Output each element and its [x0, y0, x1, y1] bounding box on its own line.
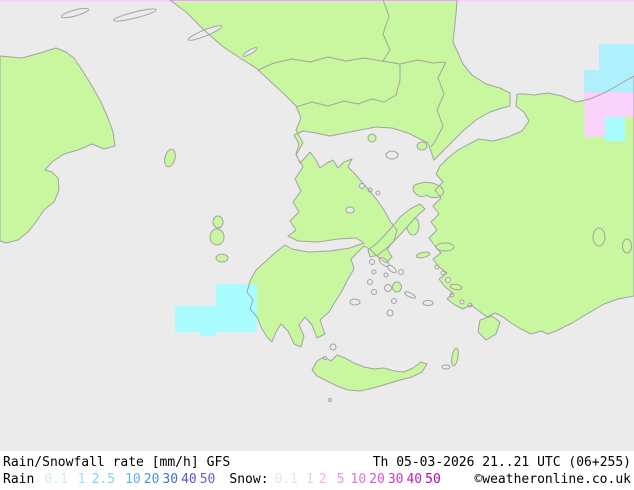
snow-legend-value: 50: [425, 472, 441, 487]
snow-legend-value: 2: [318, 472, 327, 487]
island: [441, 364, 451, 370]
island: [384, 284, 392, 292]
snow-area-northeast: [584, 92, 634, 137]
valid-time: Th 05-03-2026 21..21 UTC (06+255): [372, 455, 631, 470]
island: [113, 8, 157, 22]
island: [323, 356, 327, 360]
island: [164, 148, 176, 168]
snow-area-top-edge: [0, 0, 634, 2]
rain-area-northeast-inner: [605, 117, 625, 141]
island: [445, 277, 451, 283]
rain-legend-value: 40: [181, 472, 197, 487]
country-border: [430, 61, 447, 148]
rain-legend-value: 10: [125, 472, 141, 487]
country-border: [382, 0, 391, 62]
rain-legend-value: 2.5: [91, 472, 116, 487]
island: [371, 269, 377, 275]
footer-legend-row: Rain 0.1 1 2.5 10 20 30 40 50 Snow: 0.1 …: [0, 471, 634, 488]
snow-legend-value: 40: [406, 472, 423, 487]
product-title: Rain/Snowfall rate [mm/h]: [3, 455, 199, 470]
island: [385, 150, 399, 160]
country-border: [295, 64, 401, 108]
snow-legend-value: 30: [387, 472, 404, 487]
island: [387, 264, 397, 274]
coastlines-and-borders: [0, 0, 634, 348]
island: [391, 298, 397, 304]
lake: [592, 227, 606, 247]
island: [449, 292, 455, 298]
country-border: [257, 56, 447, 71]
map-footer: Rain/Snowfall rate [mm/h] GFS Th 05-03-2…: [0, 451, 634, 490]
island: [371, 289, 377, 295]
island: [383, 272, 389, 278]
island: [440, 270, 446, 276]
weather-map: [0, 0, 634, 451]
island: [398, 269, 404, 275]
island: [392, 281, 402, 293]
snow-legend-value: 1: [306, 472, 314, 487]
snow-legend-value: 0.1: [274, 472, 299, 487]
snow-legend-value: 20: [369, 472, 385, 487]
island: [422, 300, 434, 306]
island: [367, 133, 377, 143]
copyright: ©weatheronline.co.uk: [474, 472, 631, 487]
island: [328, 398, 332, 402]
island: [209, 228, 225, 246]
island: [403, 291, 417, 299]
island: [386, 309, 394, 317]
rain-legend-value: 0.1: [44, 472, 68, 487]
rain-area-peloponnese: [175, 284, 257, 336]
rain-legend-label: Rain: [3, 472, 35, 487]
rain-legend-value: 20: [143, 472, 160, 487]
island: [345, 206, 355, 214]
island: [212, 215, 224, 229]
island: [369, 259, 375, 265]
rain-area-northeast: [584, 44, 634, 92]
island: [60, 7, 90, 19]
island: [367, 279, 373, 285]
island: [415, 251, 431, 259]
footer-title-row: Rain/Snowfall rate [mm/h] GFS Th 05-03-2…: [0, 454, 634, 471]
island-rhodes: [477, 315, 501, 341]
island: [416, 141, 428, 151]
lake: [622, 238, 632, 254]
island: [449, 283, 463, 291]
snow-legend-value: 5: [336, 472, 345, 487]
snow-legend-label: Snow:: [229, 472, 269, 487]
snow-legend-value: 10: [350, 472, 367, 487]
outline-islands: [60, 7, 473, 402]
island: [451, 347, 459, 367]
island: [359, 183, 365, 189]
island: [242, 47, 258, 57]
model-name: GFS: [206, 455, 231, 470]
rain-legend-value: 50: [199, 472, 216, 487]
island: [349, 298, 361, 306]
precipitation-areas: [0, 0, 634, 336]
island: [329, 343, 337, 351]
rain-legend-value: 30: [162, 472, 179, 487]
rain-legend-value: 1: [77, 472, 86, 487]
island: [375, 190, 381, 196]
island: [215, 253, 229, 263]
island: [459, 299, 465, 305]
